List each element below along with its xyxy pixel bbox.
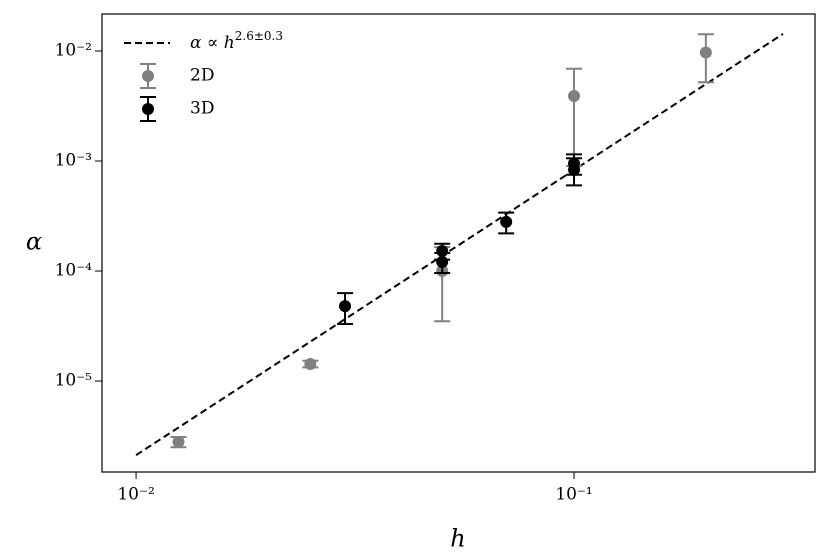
legend-label-base: α ∝ h bbox=[190, 33, 235, 53]
y-tick-label: 10⁻⁵ bbox=[55, 371, 93, 391]
point bbox=[699, 46, 712, 59]
legend-label: 3D bbox=[190, 99, 214, 119]
x-tick-label: 10⁻² bbox=[117, 485, 154, 505]
y-tick-label: 10⁻³ bbox=[55, 151, 92, 171]
legend-label: 2D bbox=[190, 66, 214, 86]
y-axis-label: α bbox=[26, 228, 42, 256]
point bbox=[172, 435, 185, 448]
point bbox=[568, 163, 581, 176]
point bbox=[568, 90, 581, 103]
y-tick-label: 10⁻⁴ bbox=[55, 261, 93, 281]
point bbox=[339, 300, 352, 313]
legend-label-exponent: 2.6±0.3 bbox=[235, 29, 283, 43]
x-tick-label: 10⁻¹ bbox=[555, 485, 592, 505]
legend-label: α ∝ h2.6±0.3 bbox=[190, 29, 283, 53]
legend-swatch bbox=[142, 70, 154, 82]
fit-line bbox=[135, 33, 784, 456]
y-tick-label: 10⁻² bbox=[55, 41, 92, 61]
point bbox=[304, 357, 317, 370]
plot-frame bbox=[101, 13, 816, 473]
x-axis-label: h bbox=[450, 525, 465, 553]
legend-swatch bbox=[142, 103, 154, 115]
point bbox=[500, 215, 513, 228]
point bbox=[436, 255, 449, 268]
point bbox=[436, 245, 449, 258]
error-bar bbox=[566, 67, 583, 168]
